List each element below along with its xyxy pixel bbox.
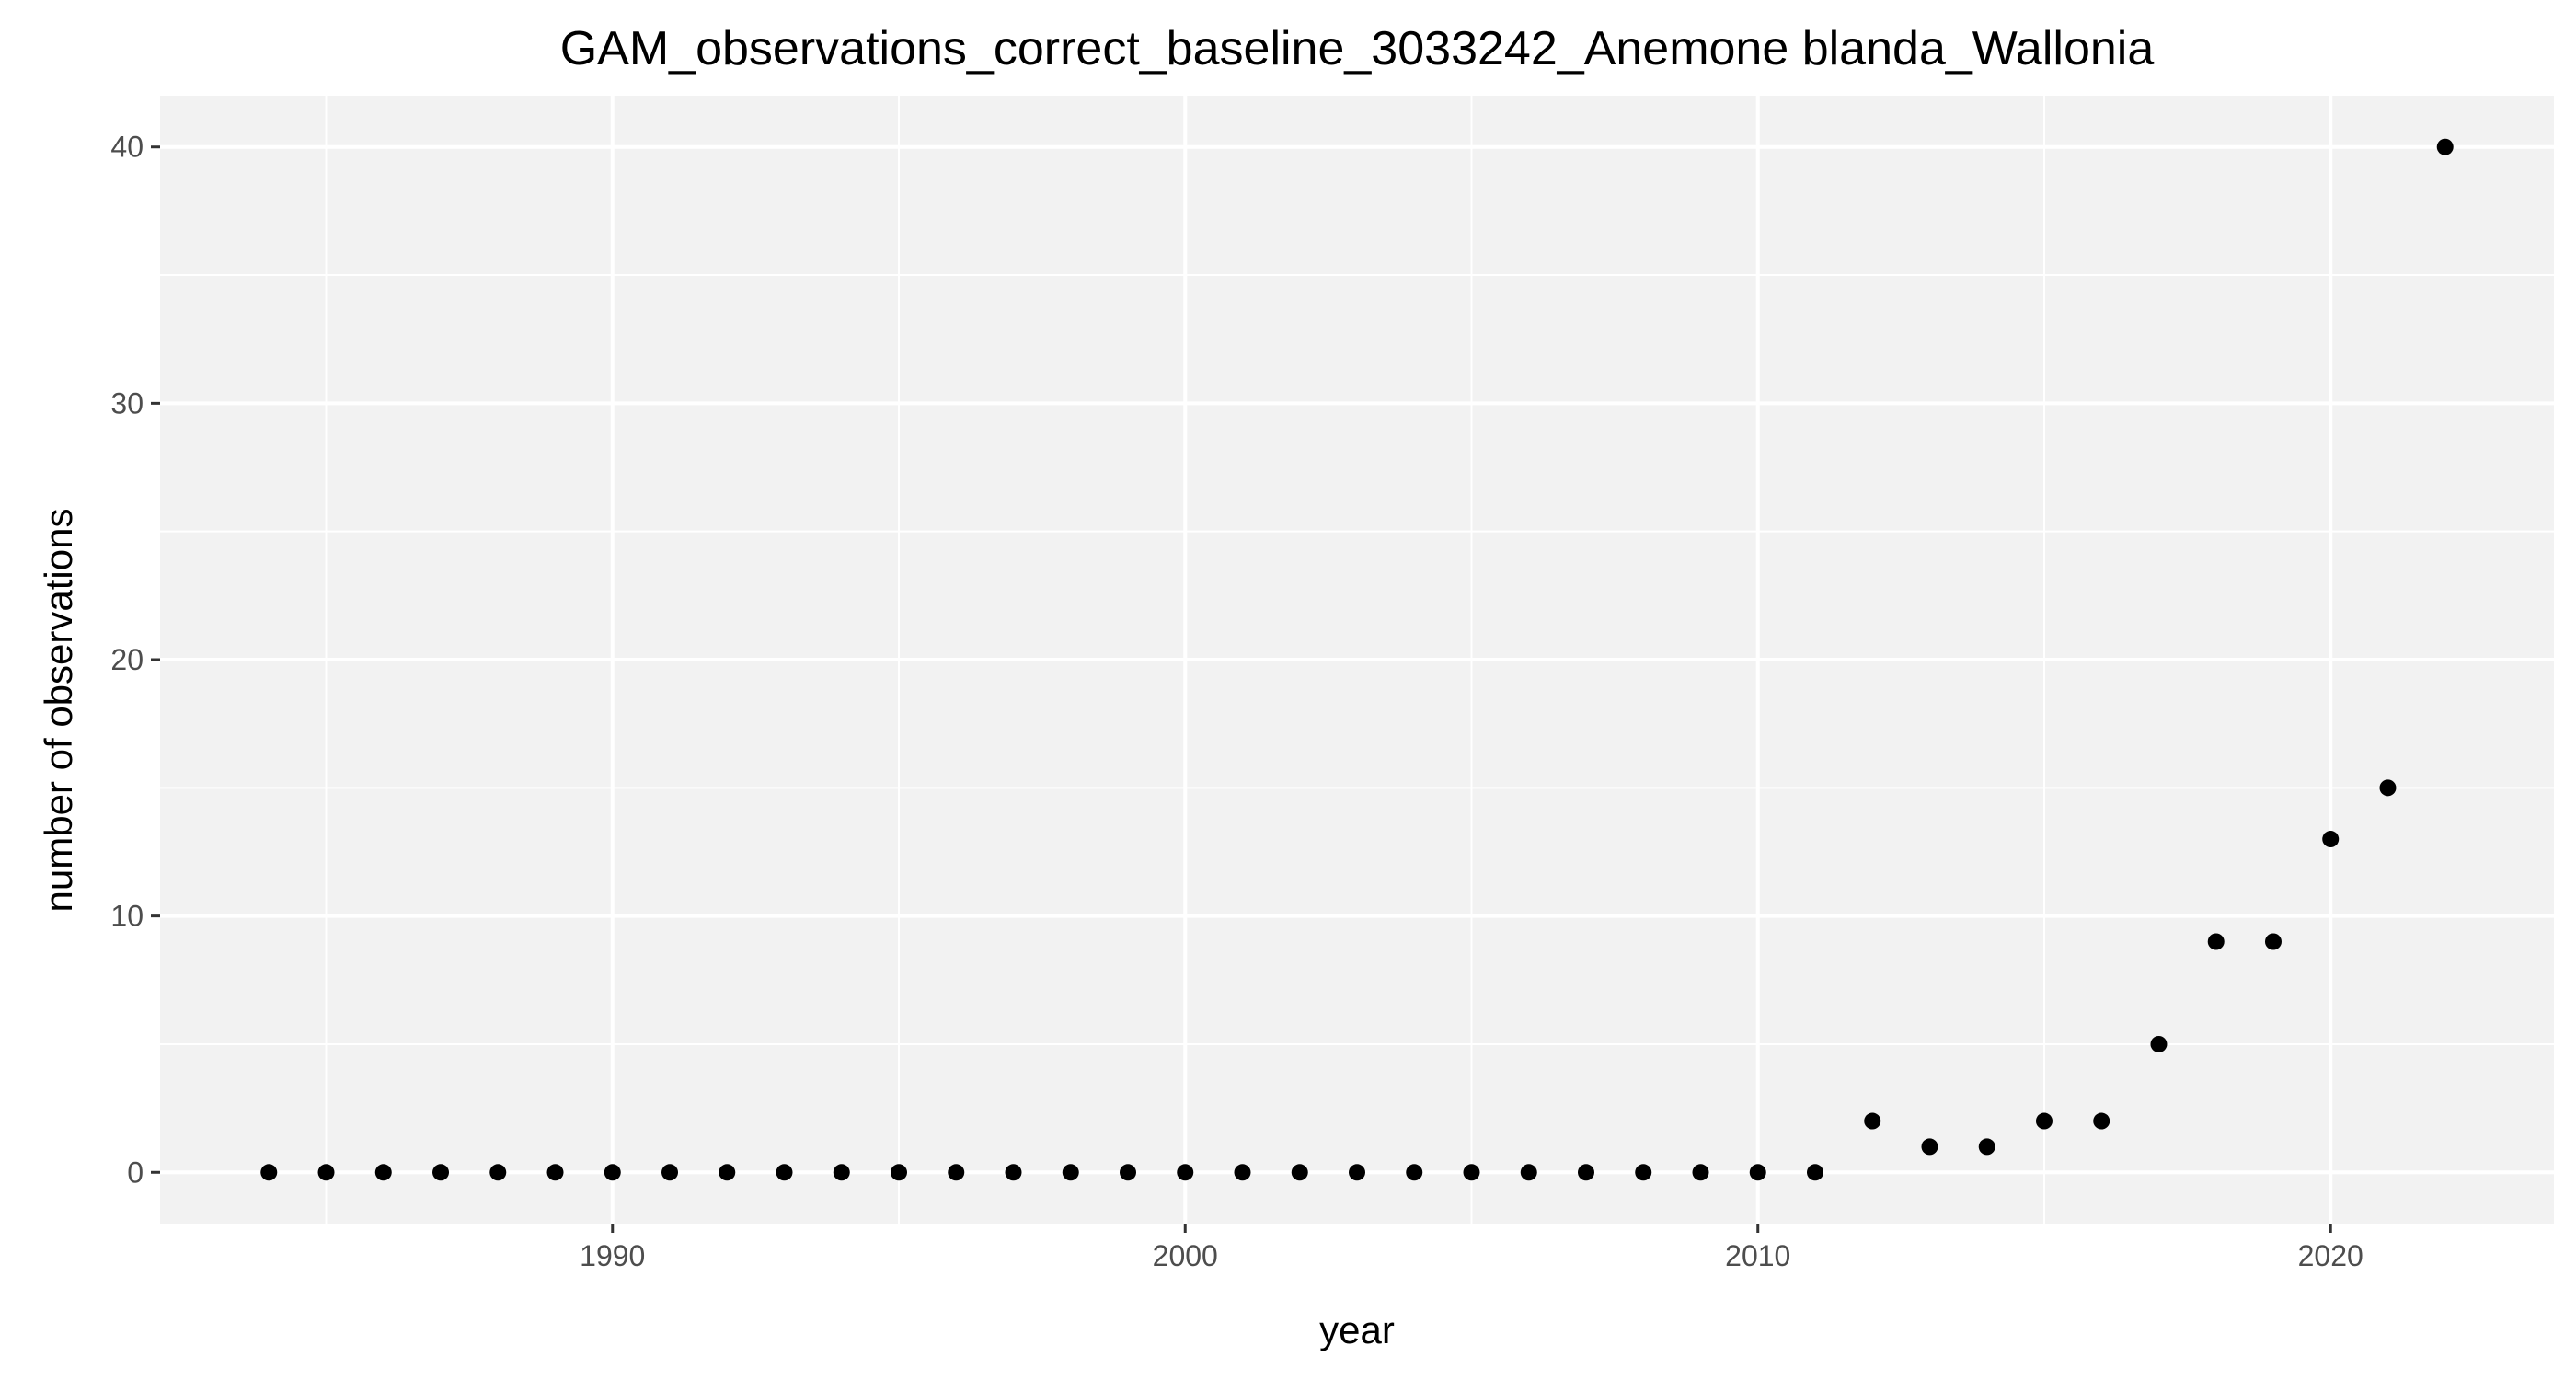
data-point xyxy=(2379,779,2397,797)
data-point xyxy=(260,1164,278,1181)
data-point xyxy=(1577,1164,1594,1181)
data-point xyxy=(1635,1164,1652,1181)
x-tick-label: 2000 xyxy=(1153,1239,1218,1272)
y-tick-label: 0 xyxy=(127,1156,144,1189)
y-tick-label: 40 xyxy=(110,131,144,164)
data-point xyxy=(604,1164,621,1181)
data-point xyxy=(1806,1164,1823,1181)
y-tick-label: 20 xyxy=(110,643,144,676)
data-point xyxy=(2264,933,2282,950)
y-axis-title: number of observations xyxy=(37,509,80,913)
x-tick-label: 2010 xyxy=(1725,1239,1790,1272)
data-point xyxy=(1749,1164,1766,1181)
data-point xyxy=(1062,1164,1079,1181)
data-point xyxy=(1978,1138,1995,1156)
data-point xyxy=(1234,1164,1251,1181)
data-point xyxy=(546,1164,564,1181)
data-point xyxy=(719,1164,736,1181)
data-point xyxy=(776,1164,793,1181)
data-point xyxy=(2093,1112,2110,1130)
data-point xyxy=(1177,1164,1194,1181)
y-tick-label: 30 xyxy=(110,386,144,420)
data-point xyxy=(833,1164,850,1181)
data-point xyxy=(1005,1164,1022,1181)
data-points xyxy=(260,138,2454,1181)
data-point xyxy=(1406,1164,1423,1181)
data-point xyxy=(489,1164,507,1181)
data-point xyxy=(432,1164,450,1181)
data-point xyxy=(661,1164,679,1181)
x-axis-title: year xyxy=(1319,1308,1395,1351)
data-point xyxy=(1520,1164,1537,1181)
y-tick-label: 10 xyxy=(110,900,144,933)
data-point xyxy=(2035,1112,2053,1130)
x-axis: 1990 2000 2010 2020 xyxy=(580,1224,2363,1272)
data-point xyxy=(2150,1035,2168,1052)
data-point xyxy=(891,1164,908,1181)
data-point xyxy=(2436,138,2454,155)
y-axis: 0 10 20 30 40 xyxy=(110,131,160,1189)
data-point xyxy=(1864,1112,1881,1130)
data-point xyxy=(1463,1164,1480,1181)
x-tick-label: 2020 xyxy=(2298,1239,2363,1272)
data-point xyxy=(2207,933,2225,950)
data-point xyxy=(317,1164,335,1181)
data-point xyxy=(1349,1164,1365,1181)
data-point xyxy=(374,1164,392,1181)
data-point xyxy=(948,1164,965,1181)
data-point xyxy=(1692,1164,1709,1181)
data-point xyxy=(1291,1164,1308,1181)
data-point xyxy=(1120,1164,1137,1181)
data-point xyxy=(1921,1138,1938,1156)
data-point xyxy=(2322,831,2340,848)
minor-gridlines xyxy=(160,96,2554,1224)
x-tick-label: 1990 xyxy=(580,1239,645,1272)
chart-title: GAM_observations_correct_baseline_303324… xyxy=(560,22,2155,75)
